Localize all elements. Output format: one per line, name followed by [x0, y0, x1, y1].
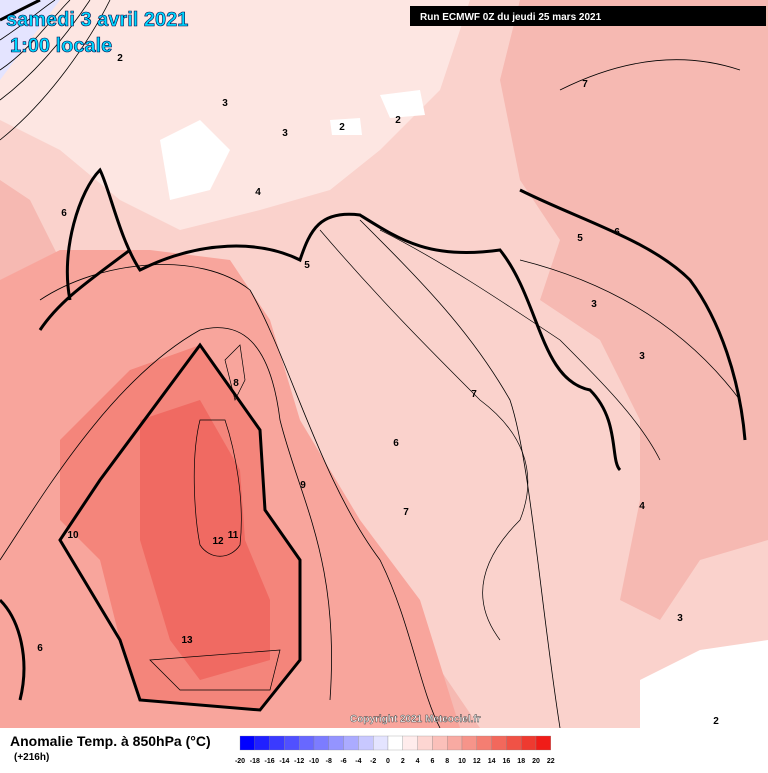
- colorbar-tick-label: 16: [503, 758, 511, 765]
- contour-label: 6: [614, 227, 620, 238]
- colorbar-tick-label: -4: [355, 758, 361, 765]
- colorbar-swatch: [521, 735, 537, 751]
- coastlines: [149, 229, 661, 691]
- colorbar-tick-label: 6: [430, 758, 434, 765]
- anomaly-fills: [0, 0, 768, 728]
- contour-label: 9: [300, 480, 306, 491]
- contour-label: 7: [471, 389, 477, 400]
- contour-label: 10: [67, 530, 79, 541]
- colorbar-swatch: [476, 735, 492, 751]
- colorbar-swatch: [254, 735, 270, 751]
- colorbar-tick-label: 2: [401, 758, 405, 765]
- colorbar-tick-label: 4: [416, 758, 420, 765]
- colorbar-swatch: [328, 735, 344, 751]
- colorbar-swatch: [343, 735, 359, 751]
- colorbar-tick-label: 12: [473, 758, 481, 765]
- contour-label: 8: [233, 378, 239, 389]
- colorbar-swatch: [358, 735, 374, 751]
- colorbar-tick-label: -12: [294, 758, 304, 765]
- colorbar-swatch: [506, 735, 522, 751]
- contour-label: 5: [304, 260, 310, 271]
- contour-label: 4: [255, 187, 261, 198]
- date-label: samedi 3 avril 2021: [6, 9, 188, 31]
- colorbar-swatch: [299, 735, 315, 751]
- colorbar-tick-label: -20: [235, 758, 245, 765]
- colorbar-swatch: [535, 735, 551, 751]
- colorbar-tick-label: -2: [370, 758, 376, 765]
- colorbar-swatch: [373, 735, 389, 751]
- colorbar-tick-label: -16: [265, 758, 275, 765]
- contour-labels: 6 5 4 3 3 2 2 2 8 7 6 9 7 10 12 11 13 6 4 3 2 5 6 7 3 3: [37, 53, 719, 727]
- contour-label: 5: [577, 233, 583, 244]
- colorbar-swatch: [417, 735, 433, 751]
- contour-label: 13: [181, 635, 193, 646]
- colorbar-swatch: [447, 735, 463, 751]
- contour-label: 3: [591, 299, 597, 310]
- colorbar-tick-label: -10: [309, 758, 319, 765]
- colorbar-tick-label: 20: [532, 758, 540, 765]
- thick-contours: [0, 0, 747, 712]
- colorbar-tick-label: -18: [250, 758, 260, 765]
- run-label: Run ECMWF 0Z du jeudi 25 mars 2021: [420, 12, 602, 23]
- contour-label: 2: [713, 716, 719, 727]
- colorbar-tick-label: 0: [386, 758, 390, 765]
- colorbar-tick-label: -8: [326, 758, 332, 765]
- colorbar-tick-label: -6: [340, 758, 346, 765]
- colorbar-swatch: [269, 735, 285, 751]
- contour-label: 6: [61, 208, 67, 219]
- contour-label: 7: [403, 507, 409, 518]
- colorbar-swatch: [402, 735, 418, 751]
- contour-label: 3: [222, 98, 228, 109]
- contour-label: 2: [117, 53, 123, 64]
- contour-label: 12: [212, 536, 224, 547]
- colorbar-swatch: [491, 735, 507, 751]
- contour-label: 3: [677, 613, 683, 624]
- footer-title: Anomalie Temp. à 850hPa (°C): [10, 733, 211, 749]
- contour-label: 7: [582, 79, 588, 90]
- colorbar-swatch: [432, 735, 448, 751]
- contour-label: 4: [639, 501, 645, 512]
- colorbar-swatch: [461, 735, 477, 751]
- copyright: Copyright 2021 Meteociel.fr: [350, 714, 481, 725]
- colorbar: -20 -18 -16 -14 -12 -10 -8 -6 -4 -2 0 2 4 6 8 10 12 14 16 1…: [235, 735, 555, 765]
- contour-label: 3: [639, 351, 645, 362]
- colorbar-tick-label: 18: [517, 758, 525, 765]
- contour-label: 2: [339, 122, 345, 133]
- thin-contours: [0, 0, 741, 729]
- colorbar-swatch: [313, 735, 329, 751]
- contour-label: 3: [282, 128, 288, 139]
- lead-time: (+216h): [14, 752, 49, 763]
- contour-label: 2: [395, 115, 401, 126]
- contour-label: 6: [393, 438, 399, 449]
- colorbar-tick-label: 14: [488, 758, 496, 765]
- run-banner: [410, 6, 766, 26]
- colorbar-tick-label: -14: [279, 758, 289, 765]
- colorbar-swatch: [284, 735, 300, 751]
- contour-label: 11: [228, 530, 239, 541]
- colorbar-swatch: [239, 735, 255, 751]
- colorbar-tick-label: 10: [458, 758, 466, 765]
- contour-label: 6: [37, 643, 43, 654]
- colorbar-swatch: [387, 735, 403, 751]
- colorbar-tick-label: 22: [547, 758, 555, 765]
- colorbar-tick-label: 8: [445, 758, 449, 765]
- time-label: 1:00 locale: [10, 35, 112, 57]
